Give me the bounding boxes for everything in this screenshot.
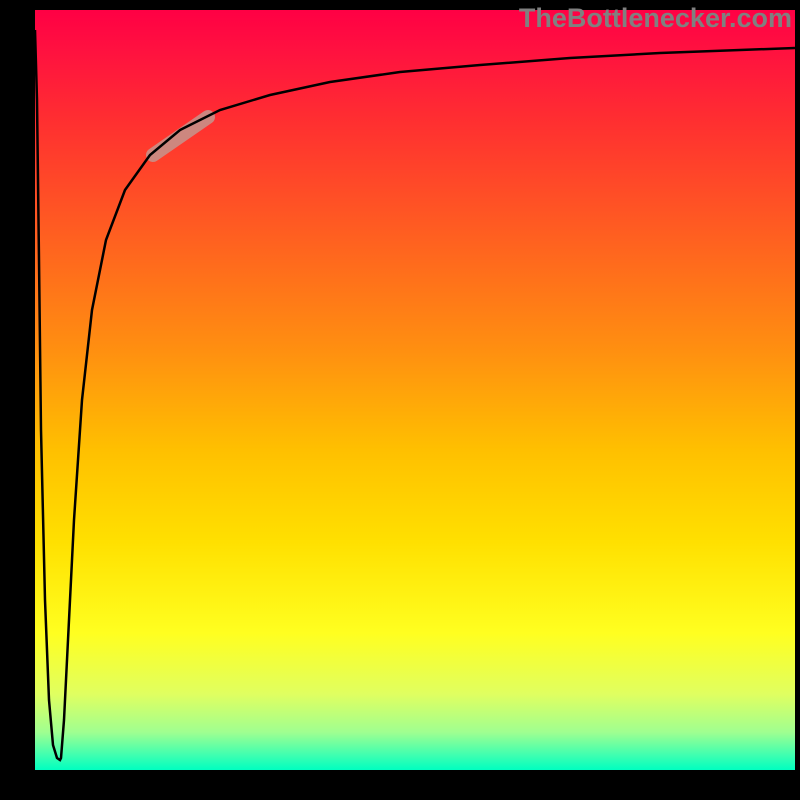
chart-container: TheBottlenecker.com xyxy=(0,0,800,800)
plot-area xyxy=(35,10,795,770)
gradient-background xyxy=(35,10,795,770)
watermark-text: TheBottlenecker.com xyxy=(519,3,792,34)
